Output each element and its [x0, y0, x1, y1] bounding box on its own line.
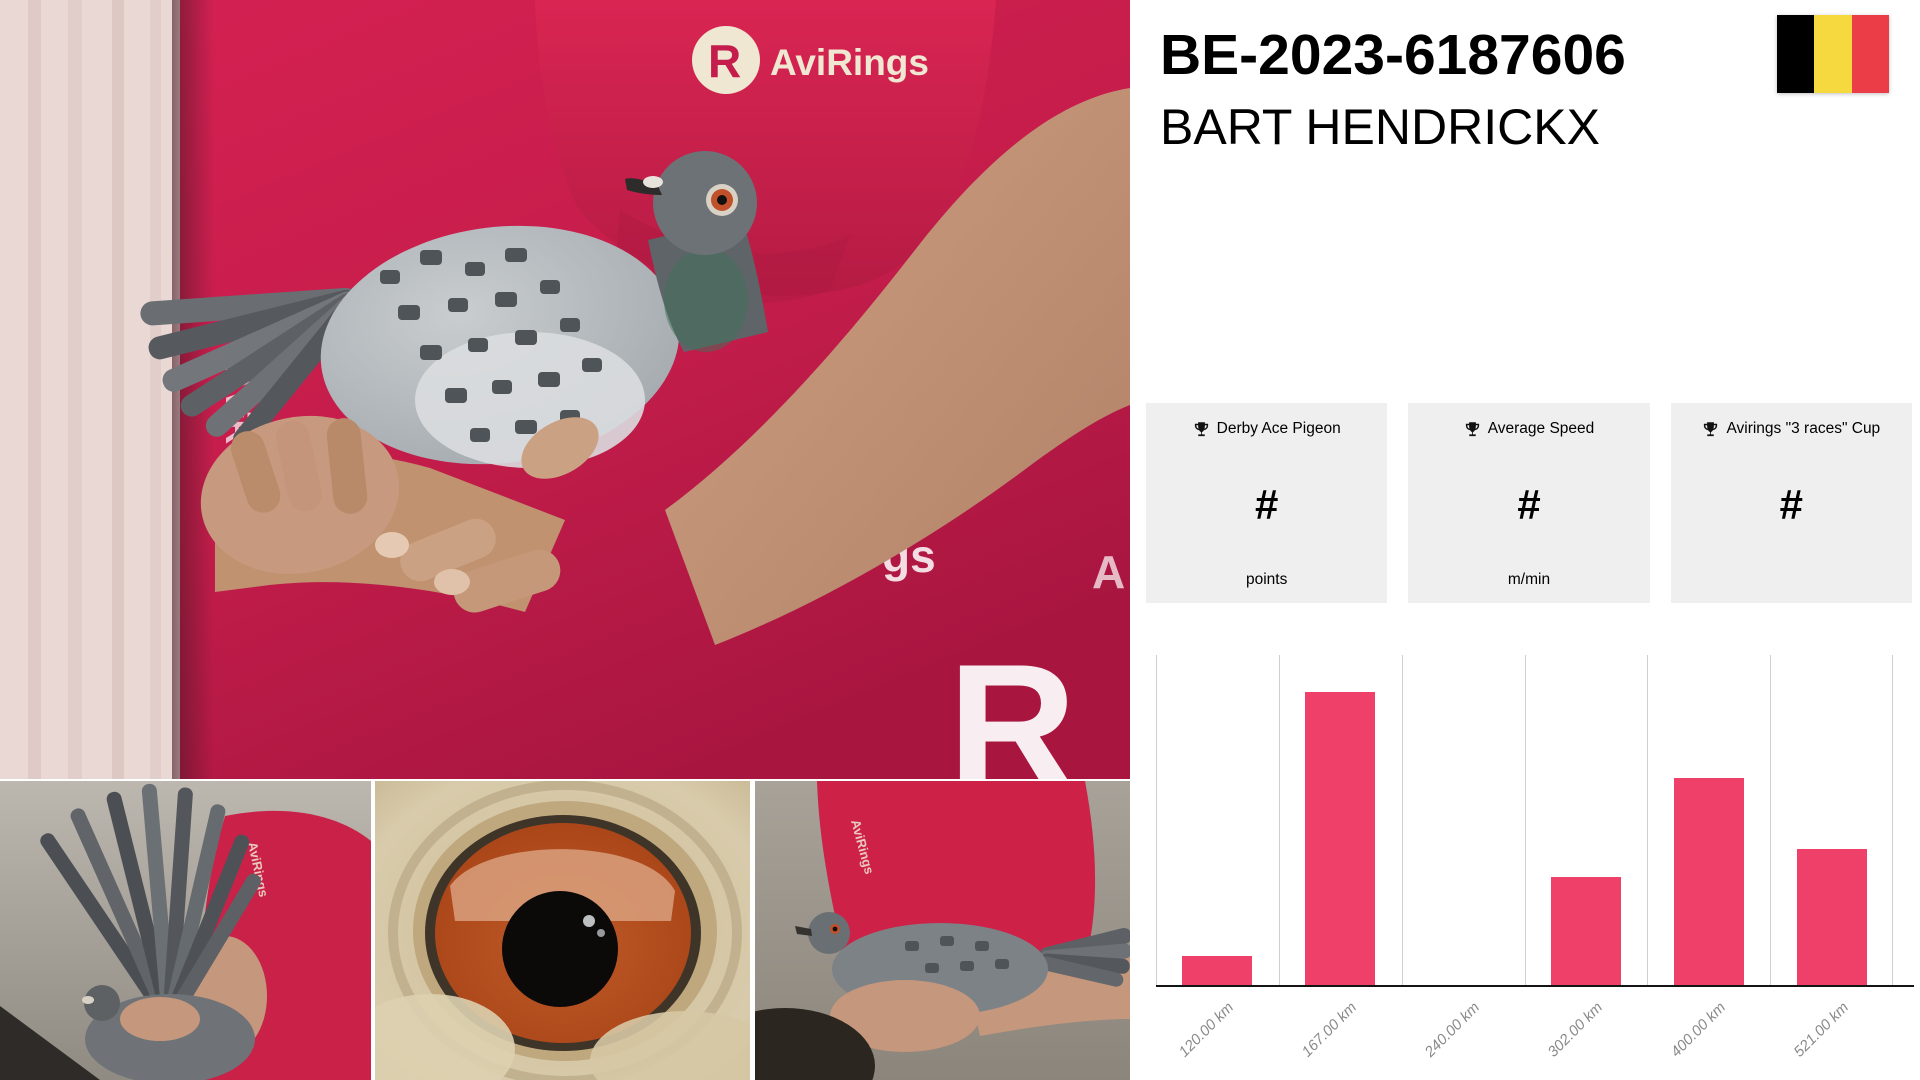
owner-name-subtitle: BART HENDRICKX: [1160, 99, 1600, 155]
fingernail: [375, 532, 409, 558]
thumb1-pigeon-head: [84, 985, 120, 1021]
chart-x-tick-label: 302.00 km: [1544, 999, 1607, 1061]
fingernail: [434, 569, 470, 595]
pigeon-side-illustration: AviRings: [755, 781, 1130, 1080]
chart-gridline: [1525, 655, 1526, 985]
stat-card-value: #: [1779, 481, 1803, 528]
trophy-icon: [1194, 421, 1208, 436]
floor-shadow: [0, 1006, 100, 1080]
right-arm: [665, 88, 1130, 645]
stat-card-label: Average Speed: [1487, 420, 1595, 437]
stat-card-derby-ace: Derby Ace Pigeon # points: [1146, 403, 1388, 603]
chart-gridline: [1402, 655, 1403, 985]
iris-highlight-band: [450, 849, 675, 921]
flag-band-yellow: [1814, 15, 1852, 93]
backdrop-logo-r: R: [948, 627, 1077, 779]
logo-wordmark: AviRings: [770, 42, 929, 83]
eye-pupil: [717, 195, 727, 205]
main-photo-pigeon-held: AviR AviRin gs A R R AviRings: [0, 0, 1130, 779]
chart-gridline: [1279, 655, 1280, 985]
avirings-logo: R AviRings: [692, 26, 929, 94]
stat-card-value: #: [1517, 481, 1541, 528]
chart-x-labels: 120.00 km 167.00 km 240.00 km 302.00 km 400.…: [1156, 999, 1893, 1079]
stat-cards-row: Derby Ace Pigeon # points Average Speed …: [1146, 403, 1912, 603]
stat-card-value: #: [1254, 481, 1279, 528]
chart-bar-302.00-km: [1551, 877, 1621, 985]
thumb3-elbow: [755, 1008, 875, 1080]
trophy-icon: [1704, 421, 1718, 436]
curtain: [0, 0, 214, 779]
chart-bar-120.00-km: [1182, 956, 1252, 985]
backdrop-watermark-a: A: [1092, 546, 1125, 598]
thumb: [521, 417, 599, 479]
stat-card-unit: points: [1245, 571, 1288, 588]
cere: [643, 176, 663, 188]
belgium-flag: [1777, 15, 1889, 93]
eye-photo-illustration: [375, 781, 750, 1080]
thumb3-pigeon-head: [808, 912, 850, 954]
pupil-highlight: [583, 915, 595, 927]
thumb3-tail: [1039, 928, 1130, 987]
thumbnail-wing-photo[interactable]: AviRings: [0, 781, 371, 1080]
pupil: [502, 891, 618, 1007]
hands: [200, 415, 599, 613]
beak: [625, 178, 662, 195]
cere-wrinkles: [388, 781, 742, 1080]
chart-x-tick-label: 120.00 km: [1175, 999, 1238, 1061]
thumb1-hand: [120, 997, 200, 1041]
trophy-icon: [1465, 421, 1479, 436]
logo-r-glyph: R: [708, 35, 741, 87]
flag-band-red: [1851, 15, 1889, 93]
thumb3-hands: [830, 980, 980, 1052]
polo-shirt: [535, 0, 996, 296]
chart-gridline: [1770, 655, 1771, 985]
wing-photo-illustration: AviRings: [0, 781, 371, 1080]
chart-gridline: [1156, 655, 1157, 985]
stat-card-average-speed: Average Speed # m/min: [1408, 403, 1650, 603]
chart-plot: [1156, 655, 1893, 985]
chart-bar-400.00-km: [1674, 778, 1744, 985]
thumbnail-eye-photo[interactable]: [375, 781, 750, 1080]
wing-feathers: [40, 783, 261, 1023]
neck-iridescence: [664, 248, 748, 352]
stat-card-avirings-cup: Avirings "3 races" Cup #: [1670, 403, 1912, 603]
stat-card-unit: m/min: [1507, 571, 1551, 588]
chart-bar-167.00-km: [1305, 692, 1375, 985]
chart-x-axis: [1156, 985, 1914, 987]
chart-x-tick-label: 167.00 km: [1298, 999, 1361, 1061]
stat-card-label: Derby Ace Pigeon: [1216, 420, 1341, 437]
chart-bar-521.00-km: [1797, 849, 1867, 985]
thumb3-beak: [795, 926, 812, 936]
chart-gridline: [1892, 655, 1893, 985]
chart-x-tick-label: 400.00 km: [1667, 999, 1730, 1061]
stat-card-label: Avirings "3 races" Cup: [1726, 420, 1881, 437]
chart-x-tick-label: 521.00 km: [1790, 999, 1853, 1061]
pigeon-head: [625, 151, 768, 352]
chart-gridline: [1647, 655, 1648, 985]
chart-x-tick-label: 240.00 km: [1421, 999, 1484, 1061]
main-photo-illustration: AviR AviRin gs A R R AviRings: [0, 0, 1130, 779]
flag-band-black: [1777, 15, 1815, 93]
ring-number-title: BE-2023-6187606: [1160, 23, 1626, 87]
thumbnail-pigeon-side-photo[interactable]: AviRings: [755, 781, 1130, 1080]
checker-pattern: [380, 248, 602, 442]
